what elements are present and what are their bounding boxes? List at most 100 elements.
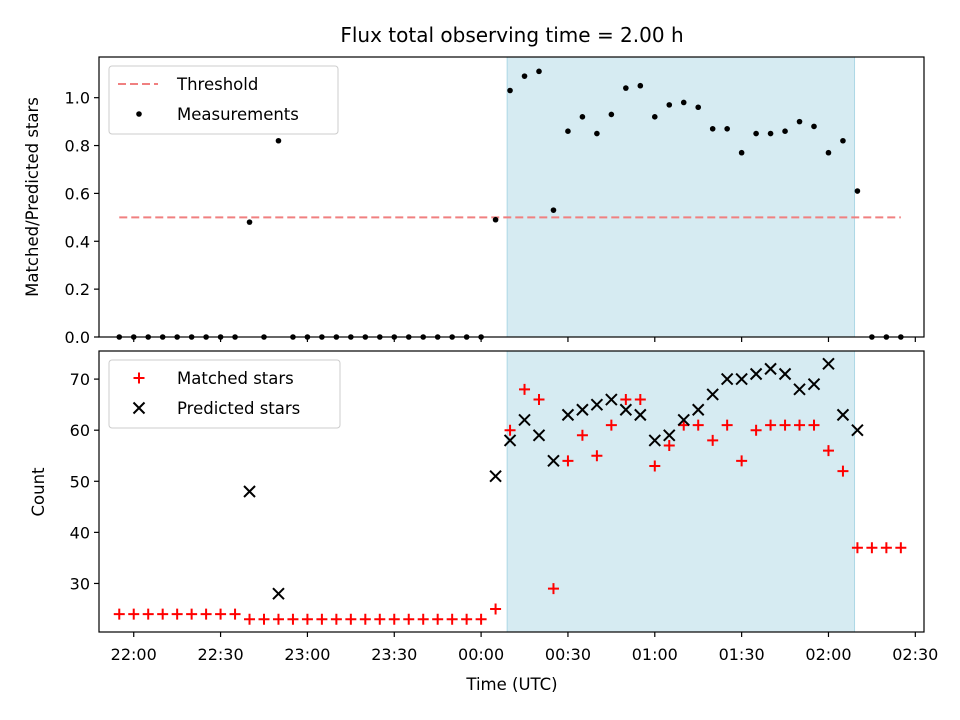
bottom-plot-frame: [98, 350, 925, 633]
bottom-y-tick-label: 30: [70, 574, 90, 593]
data-point: [532, 429, 546, 442]
data-point: [623, 85, 629, 91]
data-point: [258, 613, 270, 625]
data-point: [492, 216, 499, 223]
x-tick-label: 23:30: [371, 645, 417, 664]
data-point: [503, 434, 517, 447]
data-point: [825, 149, 832, 156]
bottom-legend-box: [108, 359, 341, 429]
data-point: [663, 440, 675, 452]
data-point: [272, 613, 284, 625]
data-point: [721, 419, 733, 431]
data-point: [724, 125, 730, 132]
bottom-y-tick-label: 40: [70, 523, 90, 542]
data-point: [246, 219, 253, 225]
data-point: [779, 419, 791, 431]
legend-label: Predicted stars: [177, 399, 300, 418]
legend-label: Matched stars: [177, 369, 294, 388]
top-legend: Threshold Measurements: [108, 65, 339, 135]
data-point: [489, 469, 502, 483]
data-point: [186, 608, 198, 620]
x-tick-label: 00:00: [458, 645, 504, 664]
bottom-y-axis-label: Count: [29, 467, 48, 517]
data-point: [403, 613, 415, 625]
data-point: [663, 429, 676, 442]
data-point: [840, 137, 846, 144]
data-point: [608, 111, 615, 118]
data-point: [417, 613, 429, 625]
data-point: [244, 613, 256, 625]
x-tick-label: 22:30: [198, 645, 244, 664]
data-point: [579, 114, 586, 120]
data-point: [388, 613, 400, 625]
data-point: [851, 423, 864, 437]
data-point: [692, 419, 704, 431]
data-point: [345, 613, 357, 625]
data-point: [461, 613, 473, 625]
data-point: [678, 419, 690, 431]
data-point: [837, 465, 849, 477]
data-point: [778, 367, 792, 381]
data-point: [735, 372, 748, 386]
top-observing-window-shade: [506, 56, 856, 338]
data-point: [594, 130, 600, 137]
data-point: [822, 357, 835, 370]
data-point: [446, 613, 458, 625]
data-point: [301, 613, 313, 625]
data-point: [605, 393, 618, 406]
x-tick-label: 01:30: [719, 645, 765, 664]
data-point: [565, 128, 571, 134]
top-y-tick-label: 0.6: [65, 184, 90, 203]
data-point: [749, 367, 763, 381]
data-point: [811, 123, 817, 130]
bottom-series-predicted-stars: [243, 357, 864, 600]
data-point: [808, 419, 820, 431]
data-point: [275, 137, 282, 144]
x-tick-label: 02:30: [892, 645, 938, 664]
data-point: [666, 102, 673, 108]
data-point: [243, 485, 256, 498]
chart-title: Flux total observing time = 2.00 h: [340, 23, 683, 47]
data-point: [519, 383, 531, 395]
x-tick-label: 23:00: [284, 645, 330, 664]
data-point: [736, 455, 748, 467]
top-y-tick-label: 0.8: [65, 137, 90, 156]
data-point: [866, 542, 878, 554]
data-point: [200, 608, 212, 620]
data-point: [649, 460, 661, 472]
legend-marker-swatch: [132, 401, 146, 415]
data-point: [648, 434, 661, 447]
data-point: [634, 408, 647, 422]
data-point: [561, 408, 575, 422]
data-point: [550, 207, 557, 213]
data-point: [490, 603, 502, 615]
data-point: [359, 613, 371, 625]
data-point: [695, 104, 702, 111]
data-point: [142, 608, 154, 620]
x-tick-label: 01:00: [632, 645, 678, 664]
legend-label: Threshold: [176, 75, 258, 94]
chart-marks: 0.0 0.2 0.4 0.6 0.8 1.0 Threshold Measurements 3…: [65, 56, 938, 664]
data-point: [680, 99, 687, 106]
data-point: [794, 419, 806, 431]
data-point: [692, 403, 705, 416]
data-point: [706, 388, 719, 401]
top-legend-box: [108, 65, 339, 135]
data-point: [272, 587, 285, 600]
data-point: [215, 608, 227, 620]
data-point: [113, 608, 125, 620]
data-point: [591, 450, 603, 462]
data-point: [738, 149, 745, 156]
data-point: [504, 424, 516, 436]
x-axis-label: Time (UTC): [465, 675, 557, 694]
data-point: [547, 583, 559, 595]
data-point: [620, 394, 632, 406]
data-point: [507, 87, 513, 94]
bottom-observing-window-shade: [506, 350, 856, 633]
data-point: [709, 125, 716, 132]
data-point: [880, 542, 892, 554]
top-y-axis-label: Matched/Predicted stars: [23, 97, 42, 297]
top-y-tick-label: 1.0: [65, 89, 90, 108]
